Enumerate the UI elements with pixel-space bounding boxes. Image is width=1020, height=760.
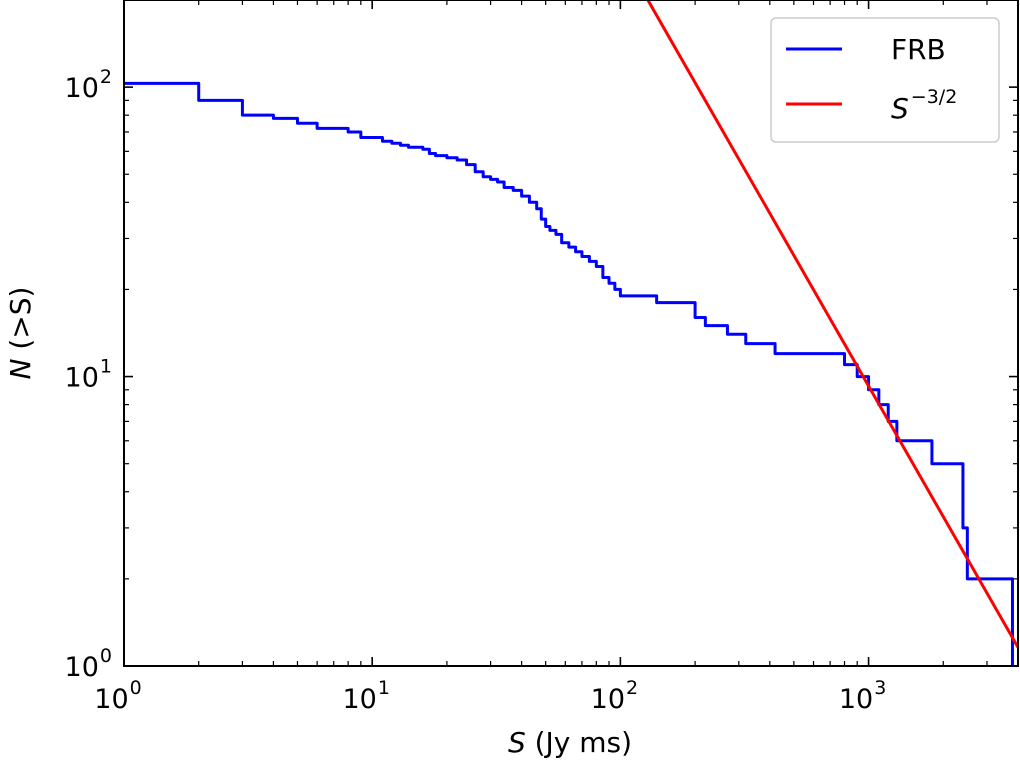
x-axis-label: S (Jy ms) [508,726,632,759]
legend-box [770,17,1000,143]
y-tick-label: 101 [65,356,112,394]
series-layer [124,0,1020,666]
y-tick-label: 100 [65,645,112,683]
plot-frame [123,0,1019,667]
legend-label-frb: FRB [891,33,946,66]
y-tick-label: 102 [65,66,112,104]
y-axis-label: N (>S) [4,287,37,380]
legend: FRB S −3/2 [770,17,1000,143]
x-tick-label: 102 [591,677,638,715]
series-line-power-law [646,0,1020,649]
legend-label-power-law: S −3/2 [891,86,957,125]
series-line-frb [124,81,1014,666]
x-tick-label: 101 [342,677,389,715]
x-tick-label: 100 [94,677,141,715]
x-tick-label: 103 [839,677,886,715]
